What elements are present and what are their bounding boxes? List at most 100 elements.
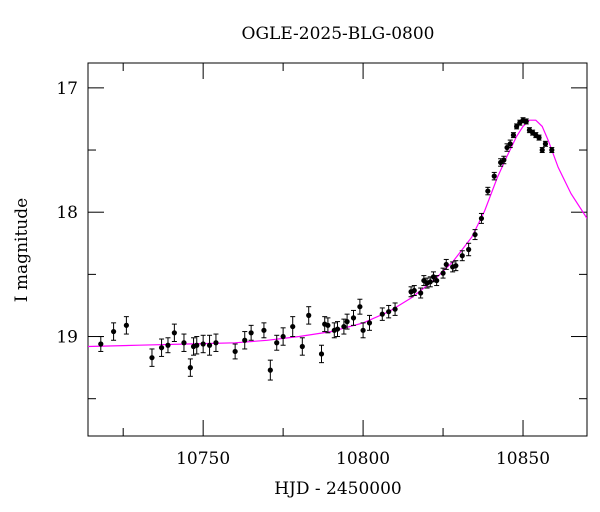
data-point — [261, 322, 267, 339]
data-marker — [542, 141, 549, 147]
data-marker — [334, 326, 341, 332]
data-marker — [418, 290, 424, 296]
data-point — [200, 334, 206, 354]
data-point — [443, 258, 449, 270]
x-tick-label: 10850 — [496, 449, 550, 469]
data-point — [149, 348, 155, 367]
data-marker — [472, 231, 478, 238]
data-marker — [206, 342, 213, 348]
data-marker — [306, 312, 312, 318]
data-point — [280, 327, 286, 346]
data-marker — [290, 323, 296, 330]
data-marker — [158, 345, 165, 351]
x-axis-label: HJD - 2450000 — [274, 479, 402, 499]
chart-title: OGLE-2025-BLG-0800 — [242, 24, 435, 44]
data-marker — [165, 342, 171, 348]
data-marker — [485, 188, 491, 194]
data-marker — [366, 320, 373, 326]
data-point — [171, 323, 177, 343]
data-point — [248, 324, 254, 341]
data-marker — [411, 287, 417, 294]
data-marker — [491, 173, 497, 179]
data-point — [504, 143, 510, 152]
data-marker — [261, 327, 267, 333]
data-marker — [440, 270, 446, 276]
data-marker — [539, 147, 545, 153]
data-point — [523, 118, 529, 125]
data-point — [344, 313, 350, 330]
data-point — [459, 250, 465, 262]
data-point — [158, 338, 165, 357]
data-marker — [549, 147, 555, 153]
data-point — [408, 286, 414, 298]
data-point — [98, 336, 104, 352]
data-point — [485, 186, 491, 196]
data-point — [466, 242, 472, 257]
data-point — [379, 307, 385, 321]
data-point — [318, 344, 325, 364]
model-curve — [88, 119, 587, 348]
axis-ticks — [88, 63, 587, 436]
data-marker — [504, 144, 510, 151]
data-marker — [280, 333, 286, 340]
data-marker — [181, 340, 187, 346]
y-tick-label: 17 — [56, 79, 78, 99]
data-marker — [325, 322, 331, 328]
data-point — [536, 134, 542, 141]
data-marker — [318, 351, 325, 357]
data-point — [507, 139, 513, 149]
data-marker — [386, 309, 392, 315]
data-marker — [507, 141, 513, 147]
data-marker — [149, 355, 155, 361]
data-marker — [171, 330, 177, 336]
data-point — [306, 306, 312, 325]
data-marker — [123, 322, 129, 328]
data-marker — [299, 343, 305, 350]
data-point — [453, 260, 459, 272]
data-marker — [501, 157, 507, 163]
data-point — [194, 336, 200, 355]
y-axis-label: I magnitude — [12, 198, 32, 302]
data-marker — [213, 340, 219, 346]
data-marker — [350, 315, 357, 321]
data-point — [360, 322, 366, 339]
data-point — [242, 331, 248, 350]
data-point — [232, 343, 238, 360]
data-point — [549, 147, 555, 154]
data-marker — [344, 319, 350, 325]
data-marker — [274, 340, 280, 346]
data-marker — [110, 328, 117, 335]
data-point — [350, 309, 357, 326]
data-point — [181, 333, 187, 352]
y-tick-label: 19 — [56, 328, 78, 348]
data-marker — [434, 277, 440, 284]
data-point — [392, 302, 398, 316]
data-point — [290, 316, 296, 338]
data-point — [325, 317, 331, 334]
data-point — [478, 212, 485, 224]
data-point — [322, 316, 328, 333]
data-marker — [267, 367, 273, 373]
data-marker — [360, 327, 366, 333]
data-point — [187, 358, 193, 377]
axis-tick-labels: 10750 10800 10850 17 18 19 — [56, 79, 550, 469]
data-marker — [453, 263, 459, 269]
data-point — [213, 333, 219, 352]
data-point — [165, 337, 171, 354]
data-marker — [510, 132, 517, 138]
data-marker — [242, 337, 248, 343]
data-marker — [187, 365, 193, 371]
data-point — [411, 285, 417, 297]
data-marker — [232, 348, 238, 355]
data-point — [357, 298, 363, 315]
data-marker — [443, 261, 449, 268]
data-points — [98, 117, 555, 381]
data-marker — [341, 323, 347, 330]
data-marker — [536, 135, 542, 141]
y-tick-label: 18 — [56, 203, 78, 223]
data-point — [440, 267, 446, 279]
data-point — [274, 334, 280, 351]
data-point — [206, 334, 213, 356]
data-point — [472, 229, 478, 241]
